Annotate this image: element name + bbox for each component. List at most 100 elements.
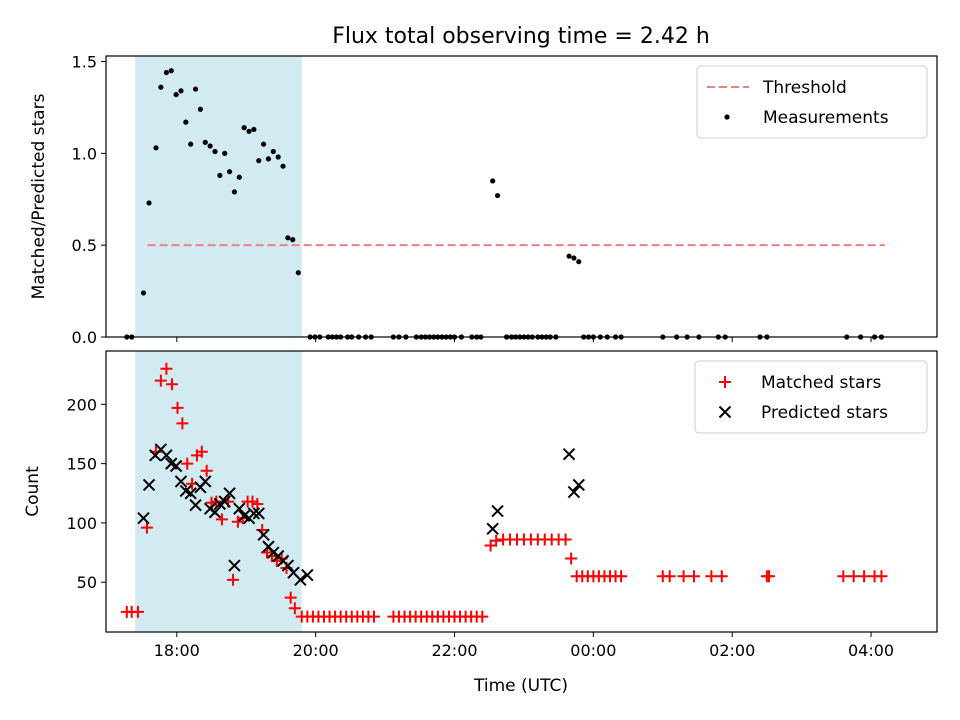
data-point [281,559,295,572]
data-point [571,255,577,261]
data-point-shape [168,68,174,74]
data-point [174,475,188,488]
data-point [837,570,850,583]
data-point-shape [160,449,173,462]
data-point-shape [146,200,152,206]
data-point [195,445,208,458]
data-point-shape [176,417,189,430]
data-point [663,570,676,583]
data-point [875,570,888,583]
data-point [566,253,572,259]
data-point [265,156,272,162]
data-point-shape [241,125,247,131]
data-point [208,506,222,519]
data-point [184,487,197,500]
data-point-shape [218,495,231,508]
legend-marker-shape [724,114,730,120]
y-tick-label: 50 [77,573,97,592]
data-point [160,362,173,375]
data-point-shape [247,507,261,520]
data-point-shape [181,457,194,470]
x-tick-label: 18:00 [154,641,200,660]
data-point [562,447,576,461]
data-point-shape [233,502,246,515]
data-point-shape [490,534,503,547]
data-point [284,591,297,604]
data-point-shape [140,521,153,534]
data-point [212,148,218,155]
data-point [288,602,301,615]
legend: Matched stars Predicted stars [694,360,928,434]
data-point [295,270,301,276]
data-point [200,464,213,477]
data-point [847,570,860,583]
data-point [231,189,238,195]
data-point-shape [576,259,582,265]
data-point [176,417,189,430]
data-point-shape [688,570,701,583]
data-point-shape [251,497,264,510]
data-point [142,478,156,492]
data-point-shape [183,119,189,125]
y-tick-label: 100 [66,514,97,533]
data-point-shape [858,570,871,583]
data-point [178,88,184,94]
data-point [858,570,871,583]
data-point-shape [762,570,775,583]
data-point-shape [677,570,690,583]
plot-area-group: 0.0 0.5 1.0 1.5 Matched/Predicted stars Thres… [23,53,938,660]
x-tick-label: 00:00 [570,641,616,660]
legend-label: Matched stars [761,373,881,393]
data-point-shape [142,478,156,492]
data-point [140,290,147,296]
data-point-shape [227,573,240,586]
legend-box [696,65,928,139]
legend-marker-shape [718,405,732,419]
data-point-shape [158,84,164,90]
data-point [233,502,246,515]
data-point-shape [490,178,496,184]
legend-box [694,360,928,434]
data-point-shape [562,447,576,461]
y-axis-label: Count [23,466,43,517]
data-point-shape [367,610,380,623]
data-point [137,511,150,525]
x-tick-label: 04:00 [848,641,894,660]
axes-frame [105,350,938,633]
x-tick-label: 22:00 [431,641,477,660]
data-point-shape [163,69,169,76]
data-point-shape [284,591,297,604]
data-point-shape [171,401,184,414]
data-point-shape [486,522,499,536]
x-tick-label: 02:00 [709,641,755,660]
data-point-shape [199,475,212,488]
data-point-shape [494,192,501,199]
data-point [173,91,179,98]
data-point [197,106,204,112]
legend-marker-shape [719,376,731,388]
legend: Threshold Measurements [696,65,928,139]
y-tick-label: 200 [66,395,97,414]
data-point [189,498,202,512]
data-point [762,570,775,583]
data-point [251,497,264,510]
data-point [163,69,169,76]
data-point-shape [223,487,236,500]
data-point-shape [290,237,296,243]
data-point [236,174,242,180]
data-point [226,169,233,175]
data-point [241,125,247,131]
y-tick-label: 150 [66,455,97,474]
data-point [576,259,582,265]
chart-title: Flux total observing time = 2.42 h [332,24,710,49]
data-point-shape [217,172,223,178]
data-point-shape [246,128,252,134]
data-point [218,495,231,508]
series-predicted-stars [137,443,585,587]
data-point-shape [215,513,228,526]
data-point [222,150,228,156]
data-point-shape [572,478,585,492]
data-point [270,148,276,155]
data-point-shape [252,507,265,520]
